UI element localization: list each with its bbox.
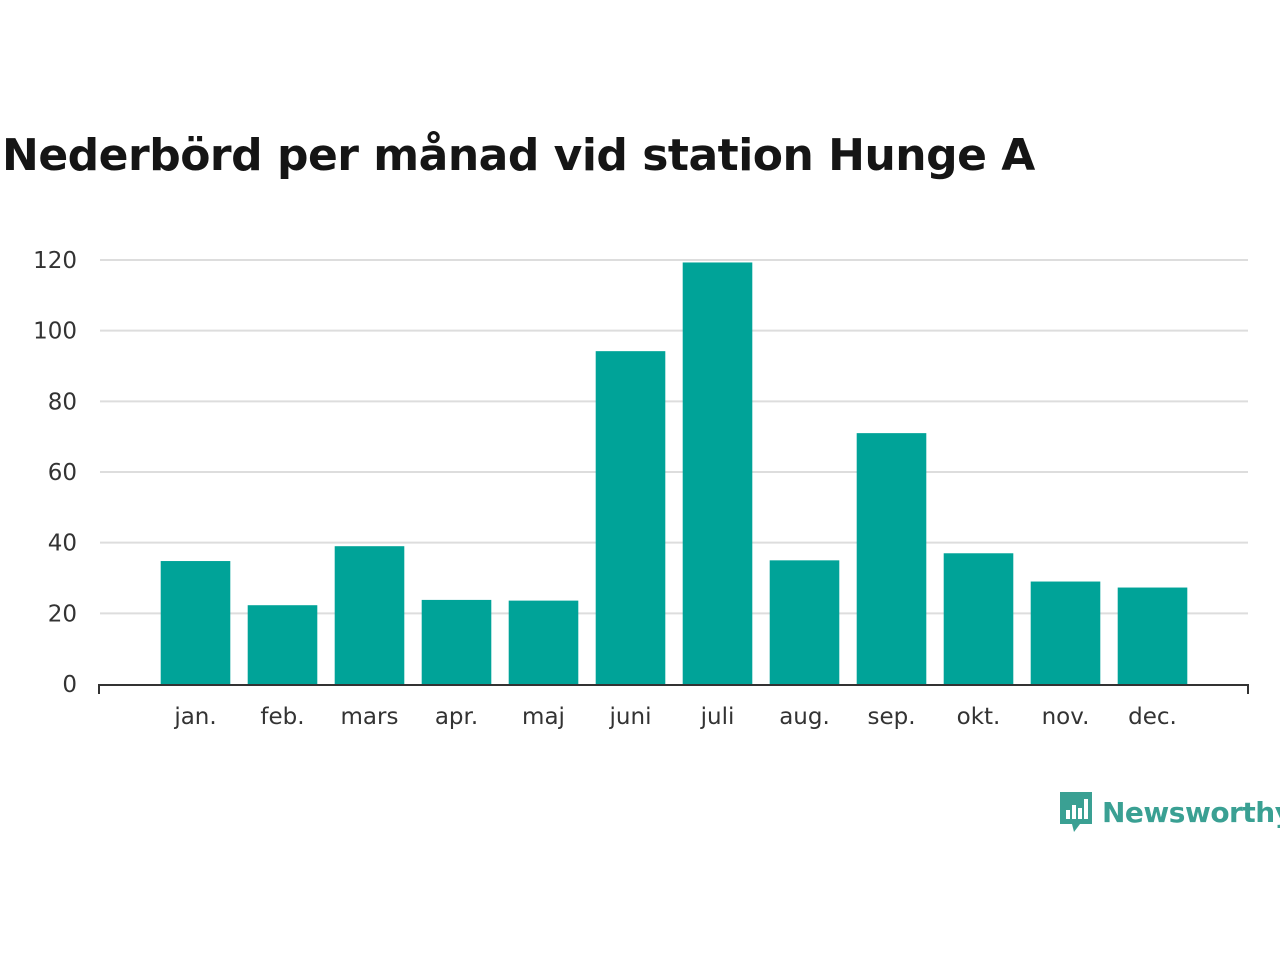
bar-mars (334, 546, 405, 684)
bar-maj (508, 600, 579, 684)
x-tick-label: mars (341, 704, 399, 730)
bar-dec (1117, 587, 1188, 684)
bar-aug (769, 560, 840, 684)
bars (160, 262, 1188, 684)
bar-sep (856, 433, 927, 684)
x-axis-tick-labels: jan. feb. mars apr. maj juni juli aug. sep. okt. n… (173, 704, 1177, 730)
y-tick-label: 120 (33, 248, 77, 274)
gridlines (100, 259, 1248, 615)
x-tick-label: maj (522, 704, 565, 730)
x-tick-label: nov. (1042, 704, 1090, 730)
x-tick-label: juli (700, 704, 735, 730)
x-axis (98, 684, 1249, 694)
bar-chart-speech-bubble-icon (1060, 792, 1092, 832)
bar-okt (943, 553, 1014, 684)
chart-title: Nederbörd per månad vid station Hunge A (2, 130, 1035, 181)
x-tick-label: apr. (435, 704, 478, 730)
bar-apr (421, 599, 492, 684)
bar-jan (160, 561, 231, 684)
y-tick-label: 20 (48, 601, 77, 627)
y-tick-label: 40 (48, 531, 77, 557)
y-tick-label: 80 (48, 389, 77, 415)
bar-nov (1030, 581, 1101, 684)
y-tick-label: 0 (62, 672, 77, 698)
bar-juli (682, 262, 753, 684)
y-tick-label: 60 (48, 460, 77, 486)
x-tick-label: juni (609, 704, 652, 730)
newsworthy-logo: Newsworthy (1058, 790, 1280, 834)
x-tick-label: dec. (1128, 704, 1177, 730)
x-tick-label: sep. (867, 704, 915, 730)
x-tick-label: feb. (260, 704, 304, 730)
bar-feb (247, 605, 318, 684)
x-tick-label: jan. (173, 704, 216, 730)
brand-name: Newsworthy (1102, 795, 1280, 829)
y-tick-label: 100 (33, 319, 77, 345)
y-axis-tick-labels: 0 20 40 60 80 100 120 (33, 248, 77, 698)
bar-juni (595, 351, 666, 684)
x-tick-label: okt. (957, 704, 1001, 730)
x-tick-label: aug. (779, 704, 830, 730)
